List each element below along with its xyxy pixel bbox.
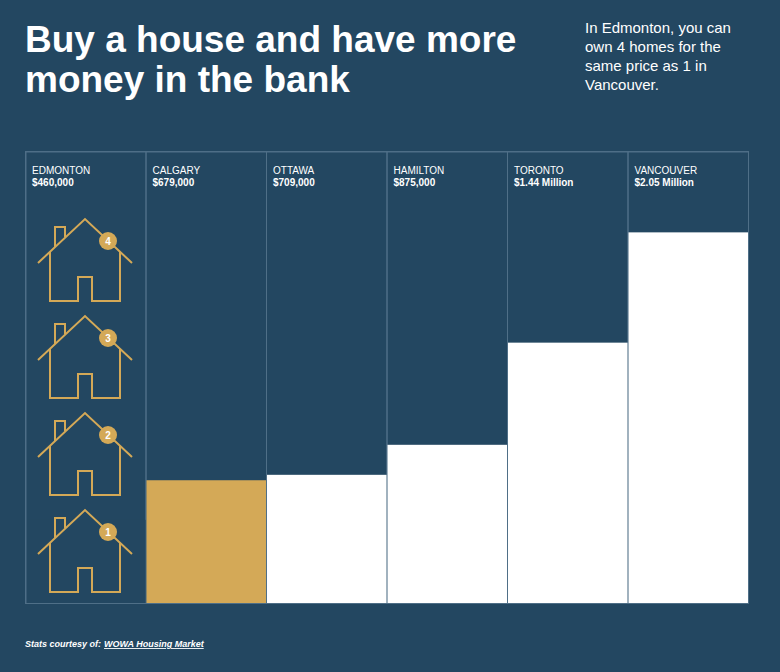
house-icon: 2 xyxy=(38,413,132,495)
text-line: money in the bank xyxy=(25,59,350,100)
house-outline xyxy=(38,510,132,592)
data-label: $2.05 Million xyxy=(635,177,694,188)
data-label: $460,000 xyxy=(32,177,74,188)
bar xyxy=(147,480,267,603)
text-line: In Edmonton, you can xyxy=(585,19,731,36)
house-badge xyxy=(99,426,117,444)
house-icon: 3 xyxy=(38,316,132,398)
column-frame xyxy=(146,152,267,604)
x-tick: TORONTO xyxy=(514,152,567,176)
data-labels: $460,000 $679,000 $709,000 $875,000 $1.44 Mi… xyxy=(32,177,694,188)
data-label: $875,000 xyxy=(394,177,436,188)
source-text: Stats courtesy of: xyxy=(25,639,101,649)
house-outline xyxy=(38,219,132,301)
category-label: TORONTO xyxy=(514,165,564,176)
y-axis-line xyxy=(26,152,27,604)
plot-area xyxy=(26,232,748,603)
category-label: VANCOUVER xyxy=(635,165,698,176)
category-label: OTTAWA xyxy=(273,165,315,176)
x-tick: OTTAWA xyxy=(273,152,326,176)
column-frame xyxy=(508,152,629,604)
house-badge-label: 3 xyxy=(105,333,111,344)
bar xyxy=(267,475,387,603)
chart: Buy a house and have moremoney in the ba… xyxy=(0,0,780,672)
text-line: own 4 homes for the xyxy=(585,38,721,55)
category-label: EDMONTON xyxy=(32,165,90,176)
bar xyxy=(508,343,628,603)
house-icon: 4 xyxy=(38,219,132,301)
background xyxy=(0,0,780,672)
house-badge xyxy=(99,523,117,541)
category-label: CALGARY xyxy=(153,165,201,176)
column-frame xyxy=(628,152,749,604)
column-frame xyxy=(387,152,508,604)
x-tick: VANCOUVER xyxy=(635,152,698,176)
data-label: $1.44 Million xyxy=(514,177,573,188)
text-line: Vancouver. xyxy=(585,76,659,93)
bar xyxy=(388,445,508,603)
title: Buy a house and have moremoney in the ba… xyxy=(25,19,516,100)
column-frame xyxy=(267,152,388,604)
data-label: $709,000 xyxy=(273,177,315,188)
bar xyxy=(629,232,749,603)
house-badge-label: 4 xyxy=(105,236,111,247)
house-badge xyxy=(99,329,117,347)
subtitle: In Edmonton, you can own 4 homes for the s… xyxy=(585,19,731,93)
column-frame xyxy=(26,152,147,604)
data-label: $679,000 xyxy=(153,177,195,188)
text-line: same price as 1 in xyxy=(585,57,707,74)
house-badge-label: 2 xyxy=(105,430,111,441)
source: Stats courtesy of:WOWA Housing Market xyxy=(25,639,205,649)
x-tick: EDMONTON xyxy=(32,152,90,176)
x-axis-line xyxy=(26,152,749,153)
text-line: Buy a house and have more xyxy=(25,19,516,60)
house-badge-label: 1 xyxy=(105,527,111,538)
x-tick: CALGARY xyxy=(153,152,206,176)
house-outline xyxy=(38,413,132,495)
y-axis xyxy=(26,152,27,604)
x-axis: EDMONTON CALGARY OTTAWA HAMILTON TORONTO VANC… xyxy=(26,152,749,176)
house-icon: 1 xyxy=(38,510,132,592)
house-badge xyxy=(99,232,117,250)
bar xyxy=(26,520,146,603)
house-outline xyxy=(38,316,132,398)
category-label: HAMILTON xyxy=(394,165,445,176)
column-frames xyxy=(26,152,749,604)
x-tick: HAMILTON xyxy=(394,152,447,176)
source-link[interactable]: WOWA Housing Market xyxy=(104,639,205,649)
